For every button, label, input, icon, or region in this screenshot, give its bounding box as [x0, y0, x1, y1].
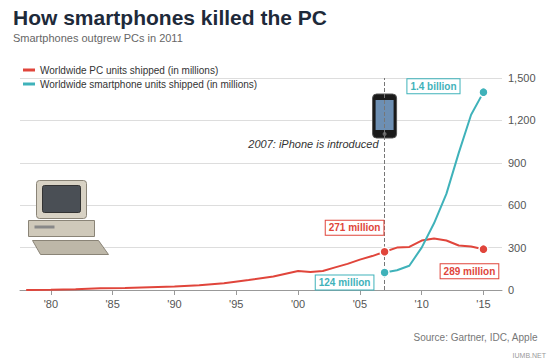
svg-text:'90: '90	[167, 298, 181, 310]
svg-text:289 million: 289 million	[444, 266, 496, 277]
svg-text:1.4 billion: 1.4 billion	[410, 81, 456, 92]
svg-text:How smartphones killed the PC: How smartphones killed the PC	[13, 6, 327, 29]
svg-text:271 million: 271 million	[329, 222, 381, 233]
svg-text:124 million: 124 million	[319, 277, 371, 288]
svg-text:Source: Gartner, IDC, Apple: Source: Gartner, IDC, Apple	[413, 332, 537, 343]
svg-text:'95: '95	[229, 298, 243, 310]
svg-text:600: 600	[508, 199, 526, 211]
svg-text:'15: '15	[476, 298, 490, 310]
svg-text:900: 900	[508, 157, 526, 169]
svg-text:1,200: 1,200	[508, 114, 536, 126]
svg-text:1,500: 1,500	[508, 72, 536, 84]
svg-text:'80: '80	[44, 298, 58, 310]
svg-text:'85: '85	[106, 298, 120, 310]
svg-text:2007: iPhone is introduced: 2007: iPhone is introduced	[247, 138, 379, 150]
svg-text:IUMB.NET: IUMB.NET	[513, 352, 547, 359]
svg-text:'05: '05	[353, 298, 367, 310]
svg-text:0: 0	[508, 284, 514, 296]
svg-text:Worldwide PC units shipped (in: Worldwide PC units shipped (in millions)	[40, 65, 218, 76]
svg-text:300: 300	[508, 242, 526, 254]
svg-text:'00: '00	[291, 298, 305, 310]
svg-text:Smartphones outgrew PCs in 201: Smartphones outgrew PCs in 2011	[13, 32, 183, 44]
svg-text:Worldwide smartphone units shi: Worldwide smartphone units shipped (in m…	[40, 79, 257, 90]
svg-text:'10: '10	[414, 298, 428, 310]
